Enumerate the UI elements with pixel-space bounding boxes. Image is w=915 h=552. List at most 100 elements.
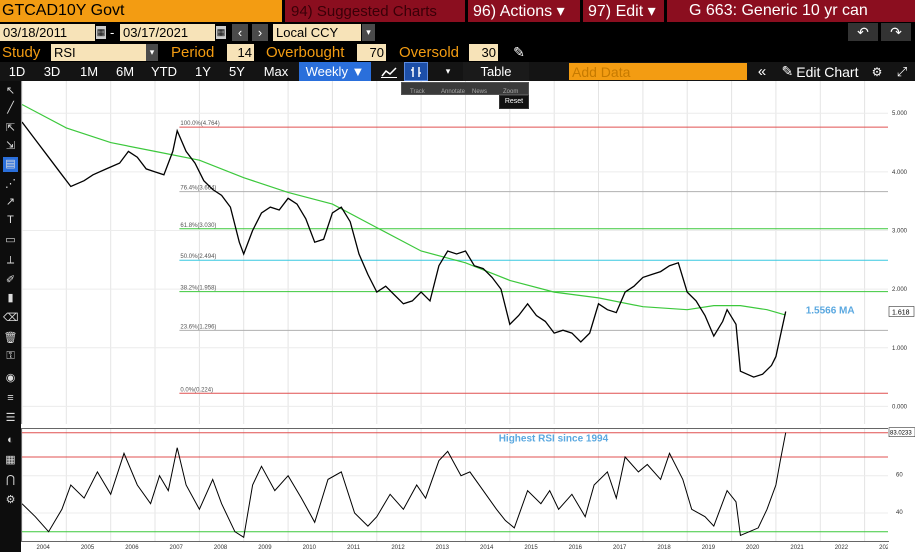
color-grid-icon[interactable]: ▦ — [5, 454, 16, 466]
fib-level-label: 100.0%(4.764) — [180, 121, 219, 127]
range-max-button[interactable]: Max — [263, 64, 289, 79]
line-width-icon[interactable]: ☰ — [5, 412, 16, 424]
fib-level-label: 0.0%(0.224) — [180, 387, 213, 393]
calendar-icon[interactable]: ▦ — [96, 26, 106, 39]
x-tick-label: 2022 — [835, 545, 849, 551]
start-date-input[interactable]: 03/18/2011 — [0, 24, 95, 41]
suggested-charts-label: 94) Suggested Charts — [291, 2, 437, 20]
x-tick-label: 2010 — [303, 545, 317, 551]
period-label: Period — [171, 43, 215, 61]
actions-label: 96) Actions ▾ — [473, 3, 565, 20]
chart-mini-toolbar: Track Annotate News Zoom — [401, 82, 529, 95]
lock-icon[interactable]: ⚿ — [6, 350, 15, 362]
shape-tool-icon[interactable]: ▭ — [5, 234, 16, 246]
study-value: RSI — [54, 45, 76, 60]
currency-select[interactable]: Local CCY — [273, 24, 361, 41]
collapse-icon[interactable]: « — [757, 63, 767, 80]
security-title: G 663: Generic 10 yr can — [667, 0, 915, 22]
y-tick-label: 3.000 — [892, 229, 908, 235]
color-palette-icon[interactable]: ◉ — [5, 372, 16, 384]
frequency-select[interactable]: Weekly ▼ — [299, 62, 371, 81]
undo-button[interactable]: ↶ — [848, 23, 878, 41]
chart-area: ↖ ╱ ⇱ ⇲ ▤ ⋰ ↗ T ▭ ⟂ ✐ ▮ ⌫ 🗑 ⚿ ◉ ≡ ☰ ◐ ▦ … — [0, 81, 915, 552]
overbought-value: 70 — [369, 45, 384, 60]
next-period-button[interactable]: › — [252, 24, 268, 41]
chart-type-dropdown-icon[interactable]: ▾ — [445, 66, 451, 76]
price-chart[interactable]: 100.0%(4.764) 76.4%(3.664) 61.8%(3.030) 50.… — [21, 81, 889, 424]
y-axis-labels: 5.000 4.000 3.000 2.000 1.000 0.000 1.618 60 40 8… — [888, 81, 915, 540]
suggested-charts-button[interactable]: 94) Suggested Charts — [285, 0, 465, 22]
study-select[interactable]: RSI — [51, 44, 146, 61]
text-tool-icon[interactable]: T — [7, 214, 14, 226]
arrow-tool-icon[interactable]: ↗ — [5, 196, 16, 208]
expand-icon[interactable]: ⤢ — [896, 63, 908, 79]
pencil-icon[interactable]: ✎ — [513, 43, 525, 60]
range-ytd-button[interactable]: YTD — [151, 64, 177, 79]
header-bar: GTCAD10Y Govt 94) Suggested Charts 96) A… — [0, 0, 915, 22]
fib-level-label: 76.4%(3.664) — [180, 186, 216, 192]
brush-tool-icon[interactable]: ✐ — [5, 274, 16, 286]
magnet-icon[interactable]: ⋂ — [5, 474, 16, 486]
overbought-input[interactable]: 70 — [357, 44, 386, 61]
style-icon[interactable]: ≡ — [7, 392, 14, 404]
calendar-icon[interactable]: ▦ — [216, 26, 226, 39]
add-data-input[interactable]: Add Data — [569, 63, 747, 80]
x-tick-label: 2009 — [258, 545, 272, 551]
actions-menu[interactable]: 96) Actions ▾ — [468, 0, 580, 22]
study-dropdown-icon[interactable]: ▾ — [146, 44, 158, 61]
x-tick-label: 2018 — [657, 545, 671, 551]
line-tool-icon[interactable]: ╱ — [7, 102, 14, 114]
rsi-line — [22, 432, 787, 539]
security-title-text: G 663: Generic 10 yr can — [689, 2, 868, 19]
channel-tool-icon[interactable]: ⋰ — [5, 178, 16, 190]
hide-icon[interactable]: ◐ — [7, 434, 14, 446]
ticker-field[interactable]: GTCAD10Y Govt — [0, 0, 282, 22]
period-value: 14 — [237, 45, 252, 60]
rsi-tick-label: 40 — [896, 510, 903, 516]
redo-button[interactable]: ↷ — [881, 23, 911, 41]
last-value-box — [888, 306, 915, 317]
bar-chart-icon[interactable] — [404, 62, 428, 81]
fib-level-label: 23.6%(1.296) — [180, 324, 216, 330]
eraser-tool-icon[interactable]: ⌫ — [3, 312, 19, 324]
table-button[interactable]: Table — [463, 62, 529, 81]
range-6m-button[interactable]: 6M — [115, 64, 135, 79]
y-tick-label: 0.000 — [892, 404, 908, 410]
range-1y-button[interactable]: 1Y — [195, 64, 211, 79]
settings-icon[interactable]: ⚙ — [871, 64, 883, 79]
cursor-icon[interactable]: ↖ — [5, 85, 16, 97]
fibonacci-tool-icon[interactable]: ▤ — [3, 157, 18, 172]
measure-tool-icon[interactable]: ⟂ — [6, 254, 15, 266]
trend-tool-icon[interactable]: ⇱ — [5, 122, 16, 134]
x-tick-label: 2006 — [125, 545, 139, 551]
oversold-input[interactable]: 30 — [469, 44, 498, 61]
minitool-item: Annotate — [441, 89, 466, 95]
fib-level-label: 61.8%(3.030) — [180, 223, 216, 229]
range-3d-button[interactable]: 3D — [43, 64, 61, 79]
range-1m-button[interactable]: 1M — [79, 64, 99, 79]
x-tick-label: 2004 — [37, 545, 51, 551]
end-date-value: 03/17/2021 — [123, 25, 189, 40]
rsi-last-value-box — [888, 427, 915, 438]
rsi-chart[interactable]: Highest RSI since 1994 — [21, 428, 889, 542]
range-1d-button[interactable]: 1D — [8, 64, 26, 79]
edit-menu[interactable]: 97) Edit ▾ — [583, 0, 664, 22]
range-5y-button[interactable]: 5Y — [229, 64, 245, 79]
reset-button[interactable]: Reset — [499, 95, 529, 109]
currency-dropdown-icon[interactable]: ▾ — [362, 24, 375, 41]
highlight-tool-icon[interactable]: ▮ — [7, 292, 14, 304]
edit-chart-label: Edit Chart — [796, 63, 859, 80]
settings-icon[interactable]: ⚙ — [5, 494, 16, 506]
y-tick-label: 1.000 — [892, 346, 908, 352]
end-date-input[interactable]: 03/17/2021 — [120, 24, 215, 41]
period-input[interactable]: 14 — [227, 44, 254, 61]
line-chart-icon[interactable] — [377, 62, 401, 81]
edit-chart-button[interactable]: ✎ Edit Chart — [776, 62, 864, 81]
x-tick-label: 2023 — [879, 545, 888, 551]
fib-level-label: 38.2%(1.958) — [180, 286, 216, 292]
ray-tool-icon[interactable]: ⇲ — [5, 140, 16, 152]
yield-price-line — [22, 121, 787, 378]
study-bar: Study RSI ▾ Period 14 Overbought 70 Over… — [0, 42, 915, 62]
prev-period-button[interactable]: ‹ — [232, 24, 248, 41]
trash-icon[interactable]: 🗑 — [3, 332, 18, 344]
